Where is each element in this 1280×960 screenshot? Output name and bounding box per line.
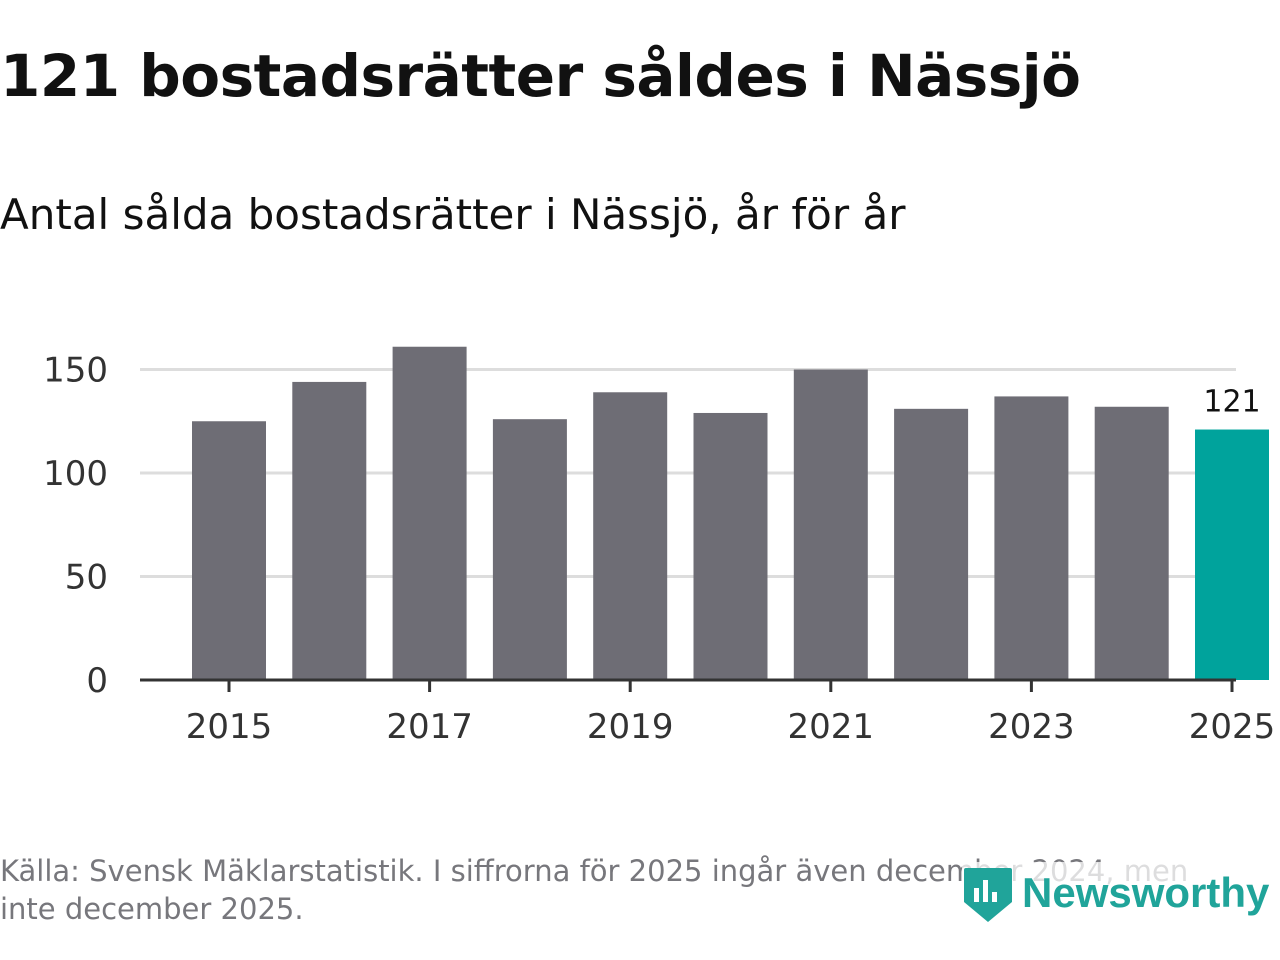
chart-title: 121 bostadsrätter såldes i Nässjö <box>0 42 1081 110</box>
bars: 121 <box>192 346 1269 680</box>
x-tick-label-2023: 2023 <box>988 707 1075 747</box>
bar-2021 <box>793 369 868 680</box>
axes: 0 50 100 150 2015 2017 2019 2021 2023 2025 <box>43 351 1275 748</box>
bar-2023 <box>994 396 1069 680</box>
bar-2022 <box>894 408 969 680</box>
newsworthy-logo-text: Newsworthy <box>1022 869 1270 916</box>
bar-2015 <box>192 421 266 680</box>
y-tick-label-150: 150 <box>43 351 108 391</box>
chart-subtitle: Antal sålda bostadsrätter i Nässjö, år f… <box>0 190 906 239</box>
data-label-2025: 121 <box>1203 385 1260 420</box>
x-tick-label-2025: 2025 <box>1189 707 1276 747</box>
bar-2017 <box>392 346 467 680</box>
y-tick-label-100: 100 <box>43 454 108 494</box>
bar-2019 <box>593 392 668 680</box>
newsworthy-logo: Newsworthy <box>962 862 1270 924</box>
bar-2025 <box>1195 429 1269 680</box>
y-tick-label-50: 50 <box>65 558 108 598</box>
bar-2018 <box>492 419 567 680</box>
x-tick-label-2015: 2015 <box>186 707 273 747</box>
newsworthy-logo-icon <box>964 868 1012 922</box>
x-tick-label-2019: 2019 <box>587 707 674 747</box>
bar-chart: 121 0 50 100 150 2015 2017 2019 2021 2023 2025 <box>43 346 1275 748</box>
x-tick-label-2017: 2017 <box>386 707 473 747</box>
bar-2020 <box>693 412 768 680</box>
x-tick-label-2021: 2021 <box>788 707 875 747</box>
y-tick-label-0: 0 <box>86 661 108 701</box>
bar-2024 <box>1094 406 1169 680</box>
bar-2016 <box>292 381 367 680</box>
